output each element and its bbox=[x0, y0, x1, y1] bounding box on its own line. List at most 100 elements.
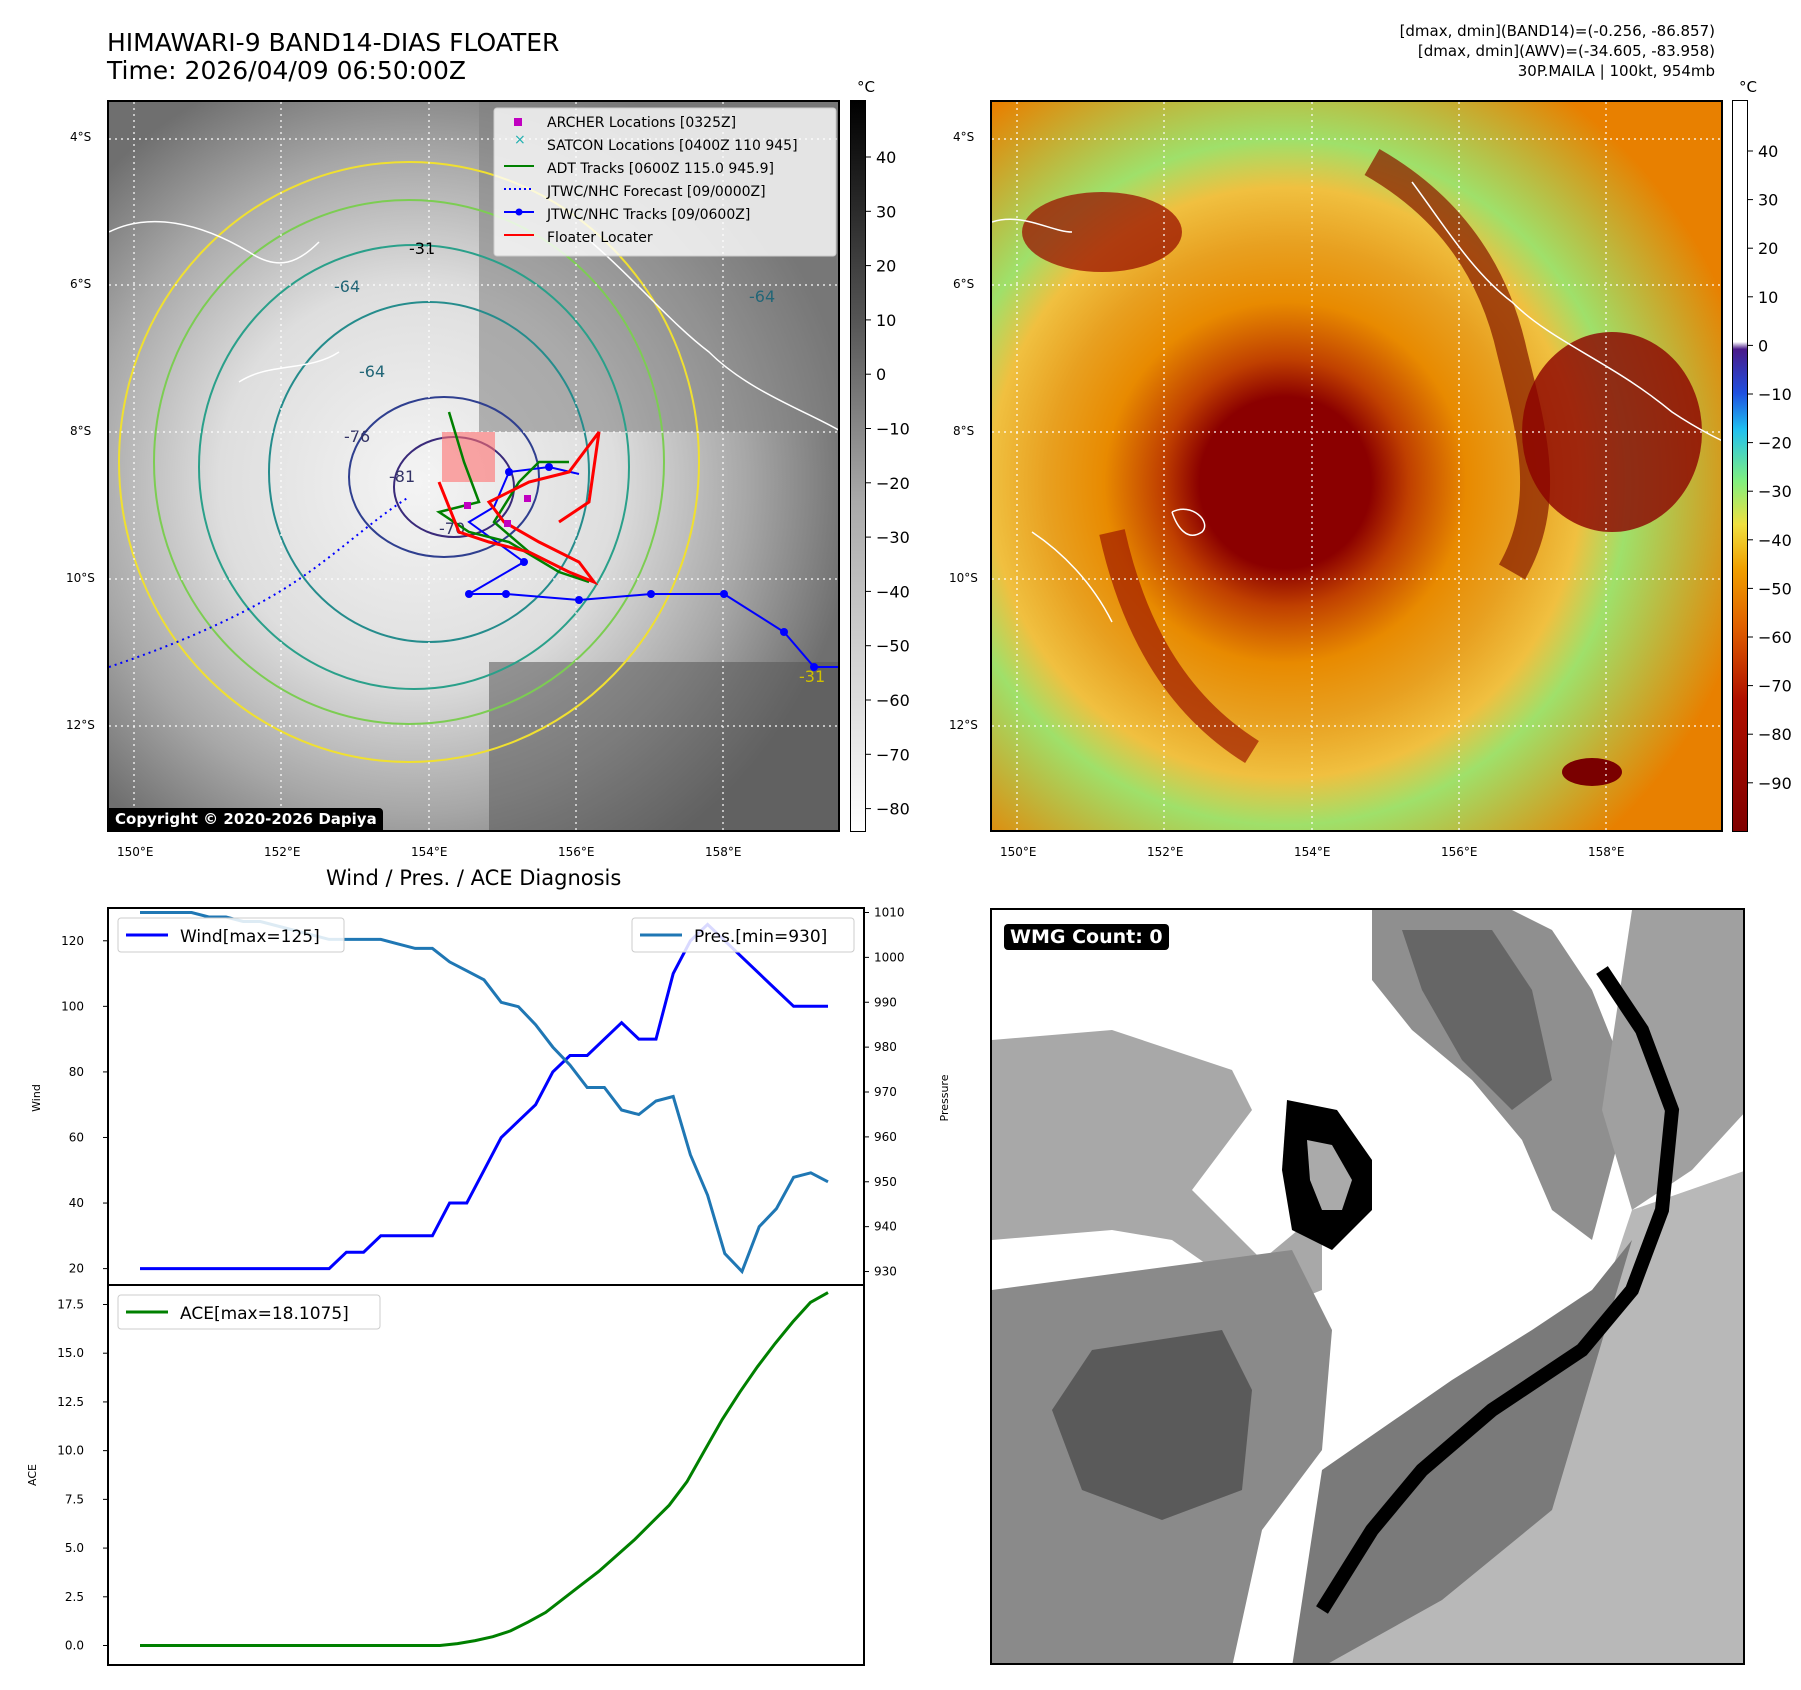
wv-cold-cluster-nw bbox=[1022, 192, 1182, 272]
ir-colorbar-unit: °C bbox=[857, 78, 875, 96]
lat-label: 4°S bbox=[70, 130, 92, 144]
lon-label: 154°E bbox=[411, 845, 448, 859]
wmg-eye bbox=[1307, 1140, 1352, 1210]
archer-markers bbox=[464, 495, 531, 527]
lon-label: 156°E bbox=[558, 845, 595, 859]
lon-label: 150°E bbox=[117, 845, 154, 859]
legend-entry: ADT Tracks [0600Z 115.0 945.9] bbox=[547, 161, 774, 177]
y-tick-label: 100 bbox=[61, 999, 84, 1013]
y-tick-label: 990 bbox=[874, 995, 897, 1009]
archer-legend-icon bbox=[514, 118, 522, 126]
ir-colorbar bbox=[850, 100, 866, 832]
y-tick-label: 930 bbox=[874, 1265, 897, 1279]
y-tick-label: 15.0 bbox=[57, 1346, 84, 1360]
wmg-field bbox=[992, 910, 1743, 1663]
y-tick-label: 40 bbox=[69, 1196, 84, 1210]
wmg-dark-region bbox=[1292, 1240, 1632, 1663]
ace-axis-label: ACE bbox=[26, 1464, 39, 1486]
y-tick-label: 80 bbox=[69, 1065, 84, 1079]
ir-map-svg: -31 -64 -64 -76 -81 -70 -64 -31 bbox=[109, 102, 838, 830]
wmg-dark-region bbox=[1402, 930, 1552, 1110]
lat-label: 12°S bbox=[949, 718, 978, 732]
wv-south-band bbox=[1099, 529, 1259, 764]
ace-legend-label: ACE[max=18.1075] bbox=[180, 1304, 349, 1324]
wind-axis-label: Wind bbox=[30, 1084, 43, 1112]
jtwc-best-track bbox=[465, 465, 838, 668]
y-tick-label: 970 bbox=[874, 1085, 897, 1099]
y-tick-label: 940 bbox=[874, 1220, 897, 1234]
lon-label: 156°E bbox=[1441, 845, 1478, 859]
y-tick-label: 10.0 bbox=[57, 1444, 84, 1458]
y-tick-label: 12.5 bbox=[57, 1395, 84, 1409]
ir-map-panel: -31 -64 -64 -76 -81 -70 -64 -31 bbox=[107, 100, 840, 832]
copyright-badge: Copyright © 2020-2026 Dapiya bbox=[109, 808, 383, 830]
y-tick-label: 60 bbox=[69, 1130, 84, 1144]
lon-label: 152°E bbox=[1147, 845, 1184, 859]
ir-coastlines bbox=[109, 220, 838, 431]
y-tick-label: 950 bbox=[874, 1175, 897, 1189]
lon-label: 158°E bbox=[1588, 845, 1625, 859]
wmg-gray-region bbox=[1602, 910, 1743, 1210]
wmg-edge-line bbox=[1316, 966, 1680, 1614]
lat-label: 10°S bbox=[66, 571, 95, 585]
lat-label: 4°S bbox=[953, 130, 975, 144]
lon-label: 154°E bbox=[1294, 845, 1331, 859]
satcon-legend-icon: × bbox=[514, 132, 526, 148]
legend-entry: Floater Locater bbox=[547, 230, 653, 246]
y-tick-label: 1010 bbox=[874, 905, 905, 919]
wmg-gray-region bbox=[992, 1030, 1322, 1310]
wind-legend-label: Wind[max=125] bbox=[180, 927, 320, 947]
ir-clear-region-se bbox=[489, 662, 838, 830]
ace-frame bbox=[107, 1284, 865, 1666]
lon-label: 152°E bbox=[264, 845, 301, 859]
lat-label: 8°S bbox=[70, 424, 92, 438]
adt-track bbox=[435, 411, 590, 584]
contour-label: -64 bbox=[359, 362, 385, 381]
ir-legend: × ARCHER Locations [0325Z] SATCON Locati… bbox=[493, 107, 837, 257]
y-tick-label: 120 bbox=[61, 934, 84, 948]
chart-title-line1: HIMAWARI-9 BAND14-DIAS FLOATER bbox=[107, 28, 560, 57]
pressure-series-line bbox=[140, 911, 829, 1275]
wv-coastlines bbox=[992, 181, 1721, 623]
jtwc-forecast-track bbox=[109, 496, 410, 668]
legend-entry: SATCON Locations [0400Z 110 945] bbox=[547, 138, 798, 154]
lat-label: 6°S bbox=[953, 277, 975, 291]
y-tick-label: 17.5 bbox=[57, 1297, 84, 1311]
wv-colorbar-unit: °C bbox=[1739, 78, 1757, 96]
y-tick-label: 2.5 bbox=[65, 1590, 84, 1604]
contour-label: -31 bbox=[799, 667, 825, 686]
y-tick-label: 980 bbox=[874, 1040, 897, 1054]
contour-label: -64 bbox=[334, 277, 360, 296]
wmg-panel: WMG Count: 0 bbox=[990, 908, 1745, 1665]
y-tick-label: 0.0 bbox=[65, 1639, 84, 1653]
chart-title-line2: Time: 2026/04/09 06:50:00Z bbox=[107, 56, 466, 85]
y-tick-label: 7.5 bbox=[65, 1492, 84, 1506]
diagnosis-title: Wind / Pres. / ACE Diagnosis bbox=[326, 866, 622, 890]
wv-colorbar bbox=[1732, 100, 1748, 832]
wv-gridlines bbox=[992, 102, 1721, 830]
y-tick-label: 1000 bbox=[874, 950, 905, 964]
lon-label: 158°E bbox=[705, 845, 742, 859]
y-tick-label: 960 bbox=[874, 1130, 897, 1144]
ace-series-line bbox=[140, 1291, 829, 1647]
pres-legend-label: Pres.[min=930] bbox=[694, 927, 827, 947]
contour-label: -81 bbox=[389, 467, 415, 486]
lat-label: 12°S bbox=[66, 718, 95, 732]
lat-label: 8°S bbox=[953, 424, 975, 438]
contour-label: -64 bbox=[749, 287, 775, 306]
lon-label: 150°E bbox=[1000, 845, 1037, 859]
floater-locater-track bbox=[437, 431, 601, 586]
wmg-count-badge: WMG Count: 0 bbox=[1004, 924, 1169, 950]
stats-line1: [dmax, dmin](BAND14)=(-0.256, -86.857) bbox=[1399, 22, 1715, 40]
y-tick-label: 20 bbox=[69, 1262, 84, 1276]
wmg-dark-region bbox=[1052, 1330, 1252, 1520]
legend-entry: JTWC/NHC Forecast [09/0000Z] bbox=[546, 184, 766, 200]
wv-cold-spot bbox=[1562, 758, 1622, 786]
stats-line3: 30P.MAILA | 100kt, 954mb bbox=[1517, 62, 1715, 80]
legend-entry: ARCHER Locations [0325Z] bbox=[547, 115, 736, 131]
wv-map-svg bbox=[992, 102, 1721, 830]
wv-outer-band bbox=[1364, 148, 1551, 580]
legend-entry: JTWC/NHC Tracks [09/0600Z] bbox=[546, 207, 750, 223]
pressure-axis-label: Pressure bbox=[938, 1074, 951, 1121]
